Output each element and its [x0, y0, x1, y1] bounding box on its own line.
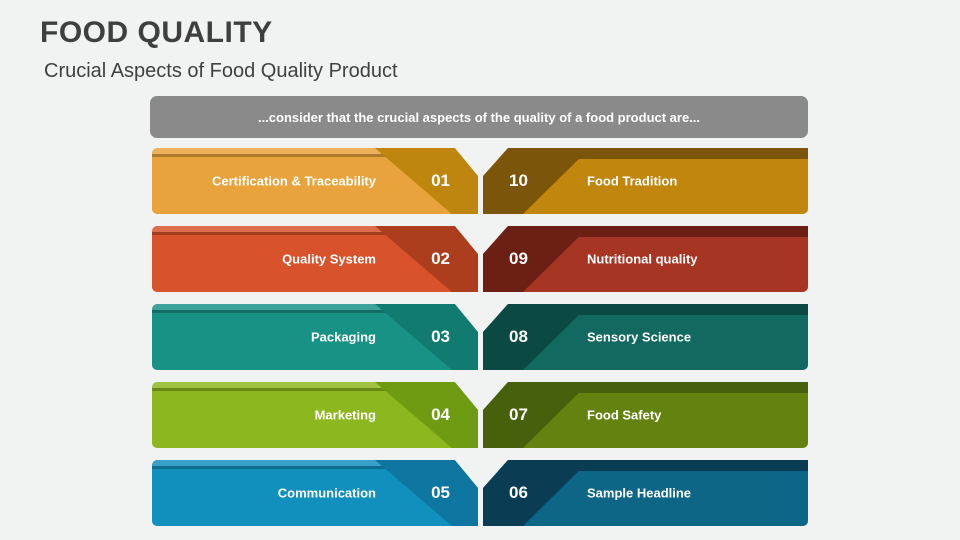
banner-top-stripe	[483, 226, 808, 237]
aspect-row-3: Packaging 03 08 Sensory Science	[152, 304, 808, 370]
aspect-row-1: Certification & Traceability 01 10 Food …	[152, 148, 808, 214]
aspect-label: Communication	[277, 485, 376, 501]
banner-top-stripe	[483, 460, 808, 471]
banner-top-stripe	[483, 304, 808, 315]
page-title: FOOD QUALITY	[40, 16, 273, 49]
aspect-label: Certification & Traceability	[212, 173, 376, 189]
aspect-banner-packaging: Packaging 03	[152, 304, 478, 370]
aspect-banner-food-safety: 07 Food Safety	[483, 382, 808, 448]
banner-highlight	[152, 382, 478, 388]
aspect-banner-food-tradition: 10 Food Tradition	[483, 148, 808, 214]
aspect-label: Sensory Science	[587, 329, 692, 345]
banner-shade-line	[152, 466, 478, 469]
aspect-label: Sample Headline	[587, 485, 692, 501]
aspect-label: Food Tradition	[587, 173, 678, 189]
banner-highlight	[152, 148, 478, 154]
aspect-number: 09	[509, 249, 528, 268]
aspect-label: Packaging	[310, 329, 376, 345]
aspect-banner-certification: Certification & Traceability 01	[152, 148, 478, 214]
aspect-rows: Certification & Traceability 01 10 Food …	[152, 148, 808, 526]
aspect-banner-nutritional-quality: 09 Nutritional quality	[483, 226, 808, 292]
page-subtitle: Crucial Aspects of Food Quality Product	[44, 60, 398, 82]
aspect-number: 03	[431, 327, 450, 346]
aspect-banner-marketing: Marketing 04	[152, 382, 478, 448]
aspect-row-2: Quality System 02 09 Nutritional quality	[152, 226, 808, 292]
aspect-number: 01	[431, 171, 450, 190]
banner-shade-line	[152, 232, 478, 235]
aspect-number: 06	[509, 483, 528, 502]
aspect-row-5: Communication 05 06 Sample Headline	[152, 460, 808, 526]
aspect-label: Food Safety	[587, 407, 662, 423]
banner-highlight	[152, 226, 478, 232]
aspect-banner-quality-system: Quality System 02	[152, 226, 478, 292]
aspect-row-4: Marketing 04 07 Food Safety	[152, 382, 808, 448]
banner-highlight	[152, 304, 478, 310]
aspect-number: 07	[509, 405, 528, 424]
aspect-number: 02	[431, 249, 450, 268]
aspect-banner-sensory-science: 08 Sensory Science	[483, 304, 808, 370]
aspect-number: 08	[509, 327, 528, 346]
aspect-number: 04	[431, 405, 450, 424]
aspect-number: 10	[509, 171, 528, 190]
banner-top-stripe	[483, 382, 808, 393]
banner-shade-line	[152, 154, 478, 157]
intro-text: ...consider that the crucial aspects of …	[257, 109, 701, 125]
banner-top-stripe	[483, 148, 808, 159]
aspect-number: 05	[431, 483, 450, 502]
aspect-banner-sample-headline: 06 Sample Headline	[483, 460, 808, 526]
aspect-label: Quality System	[282, 251, 376, 267]
banner-shade-line	[152, 310, 478, 313]
banner-shade-line	[152, 388, 478, 391]
aspect-label: Nutritional quality	[587, 251, 698, 267]
banner-highlight	[152, 460, 478, 466]
aspect-label: Marketing	[314, 407, 376, 423]
intro-banner: ...consider that the crucial aspects of …	[150, 96, 808, 138]
aspect-banner-communication: Communication 05	[152, 460, 478, 526]
